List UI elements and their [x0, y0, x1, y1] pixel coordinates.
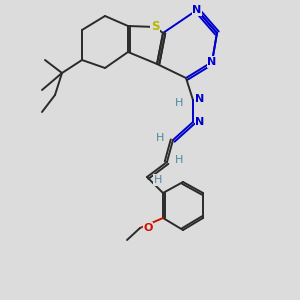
Text: S: S [151, 20, 159, 34]
Text: N: N [195, 117, 205, 127]
Text: H: H [175, 155, 183, 165]
Text: O: O [143, 223, 153, 233]
Text: H: H [154, 175, 162, 185]
Text: H: H [156, 133, 164, 143]
Text: N: N [192, 5, 202, 15]
Text: N: N [207, 57, 217, 67]
Text: H: H [175, 98, 183, 108]
Text: N: N [195, 94, 205, 104]
